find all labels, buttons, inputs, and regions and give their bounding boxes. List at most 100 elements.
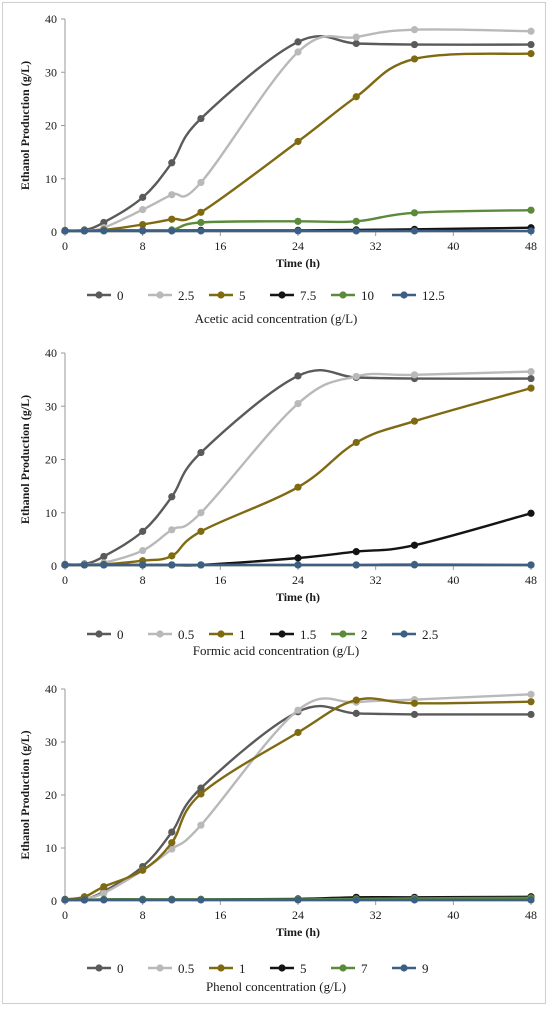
data-point — [139, 206, 147, 214]
data-point — [352, 39, 360, 48]
x-tick-label: 16 — [214, 239, 226, 253]
legend-item-0.5: 0.5 — [148, 627, 194, 642]
y-tick-label: 10 — [45, 506, 57, 520]
data-point — [139, 561, 147, 569]
x-axis-title: Time (h) — [276, 256, 320, 270]
y-axis-title: Ethanol Production (g/L) — [18, 395, 32, 524]
legend-item-0: 0 — [87, 961, 124, 976]
legend-item-2.5: 2.5 — [148, 288, 194, 303]
data-point — [139, 546, 147, 555]
data-point — [294, 706, 302, 714]
legend-label: 0 — [117, 961, 124, 976]
data-point — [168, 493, 176, 501]
x-tick-label: 16 — [214, 908, 226, 922]
data-point — [197, 218, 205, 227]
series-line — [63, 693, 533, 902]
legend-swatch-marker — [217, 630, 225, 638]
y-axis-title: Ethanol Production (g/L) — [18, 61, 32, 190]
data-point — [168, 191, 176, 199]
data-point — [527, 40, 535, 49]
series-2.5 — [61, 26, 535, 235]
y-tick-label: 40 — [45, 346, 57, 360]
x-tick-label: 0 — [62, 239, 68, 253]
y-tick-label: 30 — [45, 65, 57, 79]
legend-item-0.5: 0.5 — [148, 961, 194, 976]
legend-label: 12.5 — [422, 288, 445, 303]
data-point — [527, 368, 535, 376]
legend-swatch-marker — [156, 964, 164, 972]
y-tick-label: 0 — [51, 225, 57, 239]
legend-label: 2.5 — [178, 288, 194, 303]
data-point — [352, 93, 360, 101]
data-point — [197, 448, 205, 457]
data-point — [197, 896, 205, 904]
series-2.5 — [61, 561, 535, 569]
legend-item-1: 1 — [209, 627, 246, 642]
data-point — [352, 548, 360, 556]
data-point — [197, 509, 205, 517]
legend-item-2: 2 — [331, 627, 368, 642]
legend-swatch-marker — [156, 630, 164, 638]
x-tick-label: 0 — [62, 573, 68, 587]
x-tick-label: 8 — [140, 239, 146, 253]
data-point — [527, 50, 535, 58]
data-point — [527, 384, 535, 392]
legend-swatch-marker — [95, 291, 103, 299]
legend-swatch-marker — [339, 630, 347, 638]
data-point — [197, 114, 205, 123]
chart-caption: Formic acid concentration (g/L) — [193, 643, 359, 658]
data-point — [61, 227, 69, 235]
data-point — [294, 399, 302, 408]
data-point — [410, 209, 419, 217]
data-point — [352, 696, 360, 704]
series-12.5 — [61, 227, 535, 235]
legend-item-5: 5 — [209, 288, 246, 303]
data-point — [61, 561, 69, 569]
data-point — [410, 26, 419, 34]
x-tick-label: 32 — [370, 239, 382, 253]
data-point — [100, 552, 108, 561]
y-tick-label: 20 — [45, 119, 57, 133]
legend-label: 7.5 — [300, 288, 316, 303]
x-tick-label: 40 — [447, 573, 459, 587]
legend-label: 7 — [361, 961, 368, 976]
x-tick-label: 8 — [140, 908, 146, 922]
data-point — [294, 554, 302, 562]
data-point — [100, 883, 108, 891]
data-point — [139, 220, 147, 229]
legend-swatch-marker — [95, 630, 103, 638]
x-tick-label: 48 — [525, 908, 537, 922]
data-point — [100, 889, 108, 897]
data-point — [100, 227, 108, 235]
legend-swatch-marker — [217, 964, 225, 972]
legend-label: 1 — [239, 961, 246, 976]
legend-item-7: 7 — [331, 961, 368, 976]
legend: 0 2.5 5 7.5 10 12.5 — [87, 288, 445, 303]
chart-caption: Phenol concentration (g/L) — [206, 979, 346, 994]
legend-label: 1.5 — [300, 627, 316, 642]
data-point — [168, 552, 176, 560]
series-0.5 — [61, 690, 535, 904]
x-tick-label: 24 — [292, 573, 304, 587]
data-point — [139, 193, 147, 201]
data-point — [352, 561, 360, 569]
legend: 0 0.5 1 1.5 2 2.5 — [87, 627, 438, 642]
y-tick-label: 40 — [45, 12, 57, 26]
data-point — [527, 374, 535, 383]
x-tick-label: 48 — [525, 573, 537, 587]
legend-item-1.5: 1.5 — [270, 627, 316, 642]
data-point — [294, 372, 302, 380]
legend-swatch-marker — [278, 630, 286, 638]
x-tick-label: 48 — [525, 239, 537, 253]
legend-label: 2.5 — [422, 627, 438, 642]
data-point — [197, 790, 205, 798]
data-point — [197, 227, 205, 235]
data-point — [139, 866, 147, 874]
data-point — [197, 784, 205, 792]
series-line — [63, 35, 533, 232]
legend-item-7.5: 7.5 — [270, 288, 316, 303]
data-point — [527, 710, 535, 719]
data-point — [527, 206, 535, 214]
legend-swatch-marker — [156, 291, 164, 299]
